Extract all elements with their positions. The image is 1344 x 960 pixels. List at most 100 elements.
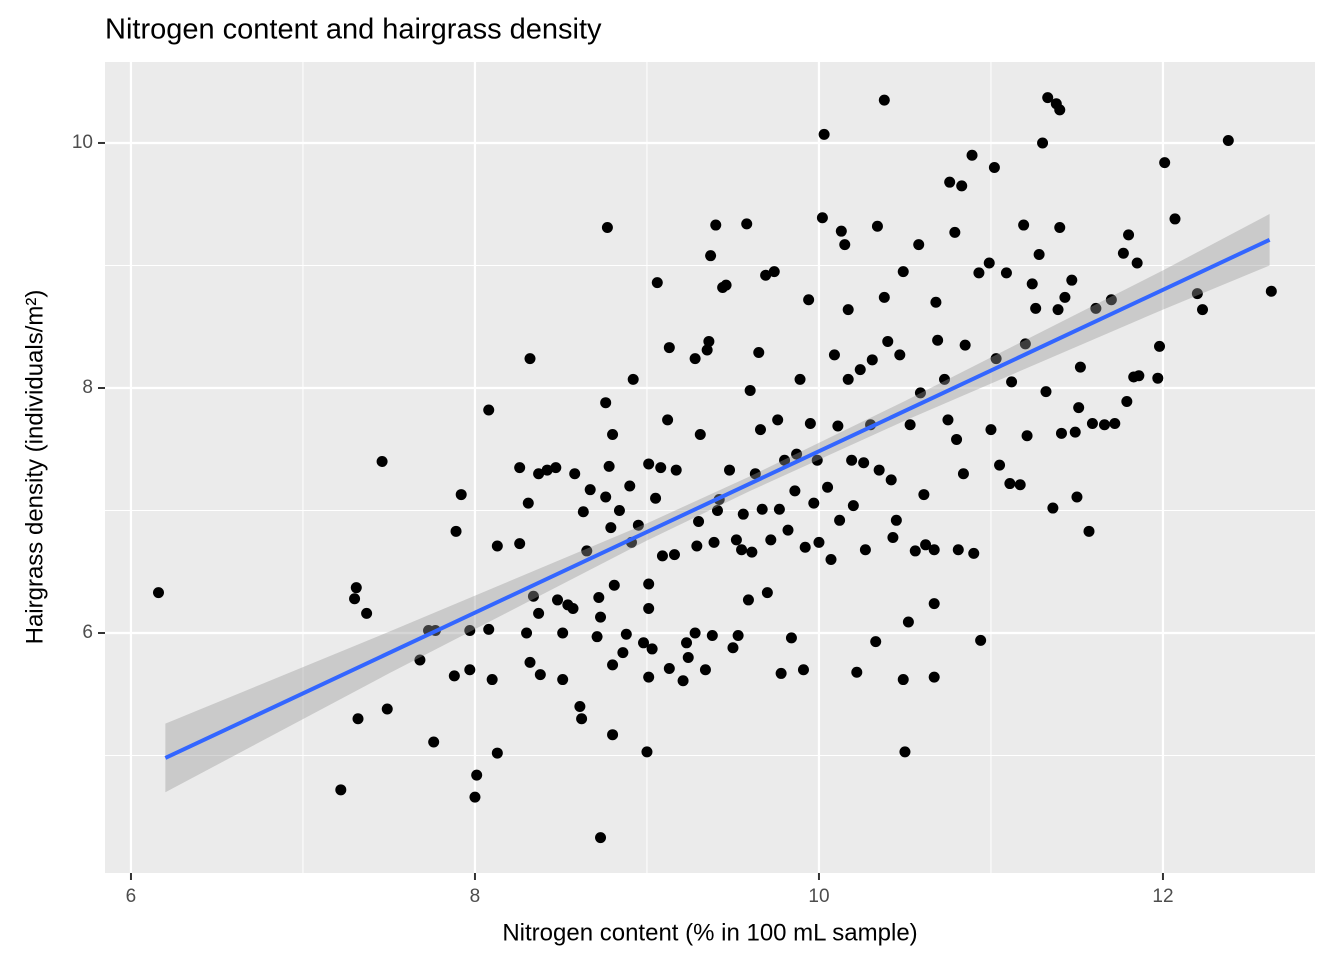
- point: [737, 508, 749, 520]
- point: [928, 544, 940, 556]
- point: [988, 161, 1000, 173]
- point: [613, 505, 625, 517]
- point: [577, 506, 589, 518]
- point: [1090, 302, 1102, 314]
- point: [607, 659, 619, 671]
- point: [842, 304, 854, 316]
- point: [1086, 418, 1098, 430]
- point: [1191, 288, 1203, 300]
- point: [1131, 257, 1143, 269]
- point: [878, 291, 890, 303]
- point: [663, 342, 675, 354]
- point: [973, 267, 985, 279]
- point: [1071, 491, 1083, 503]
- point: [591, 631, 603, 643]
- point: [522, 497, 534, 509]
- point: [825, 554, 837, 566]
- point: [595, 611, 607, 623]
- point: [811, 454, 823, 466]
- point: [655, 462, 667, 474]
- point: [1154, 340, 1166, 352]
- point: [1037, 137, 1049, 149]
- point: [870, 636, 882, 648]
- point: [600, 491, 612, 503]
- point: [524, 656, 536, 668]
- point: [897, 266, 909, 278]
- point: [617, 647, 629, 659]
- point: [816, 212, 828, 224]
- point: [730, 534, 742, 546]
- point: [897, 674, 909, 686]
- point: [928, 598, 940, 610]
- point: [703, 335, 715, 347]
- y-tick-label: 8: [82, 377, 93, 398]
- point: [1109, 418, 1121, 430]
- point: [1059, 291, 1071, 303]
- point: [471, 769, 483, 781]
- point: [1000, 267, 1012, 279]
- point: [646, 643, 658, 655]
- confidence-band: [165, 214, 1270, 793]
- point: [464, 625, 476, 637]
- point: [932, 334, 944, 346]
- point: [557, 627, 569, 639]
- point: [846, 454, 858, 466]
- point: [483, 623, 495, 635]
- point: [768, 266, 780, 278]
- point: [797, 664, 809, 676]
- point: [858, 457, 870, 469]
- point: [361, 607, 373, 619]
- point: [682, 652, 694, 664]
- point: [744, 384, 756, 396]
- point: [428, 736, 440, 748]
- point: [779, 454, 791, 466]
- point: [1033, 248, 1045, 260]
- point: [603, 460, 615, 472]
- point: [534, 669, 546, 681]
- point: [593, 591, 605, 603]
- point: [710, 219, 722, 231]
- point: [638, 637, 650, 649]
- point: [650, 492, 662, 504]
- point: [708, 536, 720, 548]
- point: [724, 464, 736, 476]
- point: [942, 414, 954, 426]
- point: [641, 746, 653, 758]
- point: [909, 545, 921, 557]
- point: [670, 464, 682, 476]
- point: [701, 344, 713, 356]
- point: [524, 353, 536, 365]
- point: [959, 339, 971, 351]
- point: [920, 539, 932, 551]
- point: [1018, 219, 1030, 231]
- point: [749, 468, 761, 480]
- point: [541, 464, 553, 476]
- point: [1152, 372, 1164, 384]
- point: [514, 462, 526, 474]
- x-tick-label: 12: [1152, 886, 1173, 907]
- point: [1014, 479, 1026, 491]
- point: [1026, 278, 1038, 290]
- point: [1042, 92, 1054, 104]
- point: [376, 455, 388, 467]
- point: [887, 531, 899, 543]
- point: [1083, 525, 1095, 537]
- point: [951, 433, 963, 445]
- point: [1123, 229, 1135, 241]
- point: [930, 296, 942, 308]
- point: [866, 354, 878, 366]
- point: [834, 514, 846, 526]
- point: [885, 474, 897, 486]
- point: [822, 481, 834, 493]
- point: [677, 675, 689, 687]
- point: [746, 546, 758, 558]
- point: [656, 550, 668, 562]
- point: [1052, 304, 1064, 316]
- point: [569, 468, 581, 480]
- point: [607, 429, 619, 441]
- point: [899, 746, 911, 758]
- point: [949, 226, 961, 238]
- point: [720, 279, 732, 291]
- point: [894, 349, 906, 361]
- point: [706, 629, 718, 641]
